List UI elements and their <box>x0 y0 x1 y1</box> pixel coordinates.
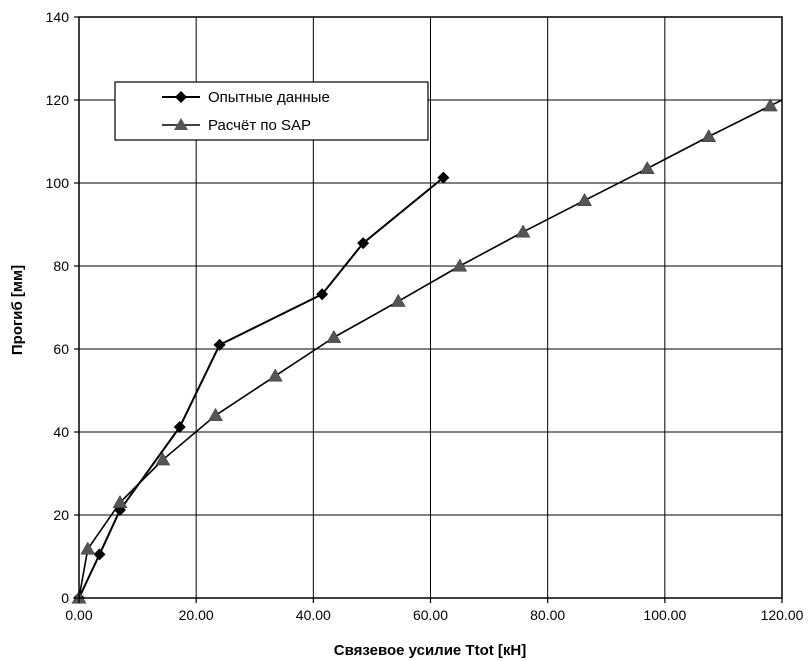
legend: Опытные данные Расчёт по SAP <box>114 81 429 141</box>
x-tick-label-3: 60.00 <box>413 607 448 623</box>
series-1-point-2 <box>112 495 128 509</box>
y-tick-label-7: 140 <box>46 9 70 25</box>
series-0-point-6 <box>357 237 370 250</box>
series-1-point-12 <box>701 129 717 143</box>
series-1-point-5 <box>267 368 283 382</box>
series-1-point-4 <box>208 407 223 421</box>
series-1-point-8 <box>452 258 468 272</box>
y-tick-label-5: 100 <box>46 175 70 191</box>
legend-label-series-0: Опытные данные <box>208 89 330 106</box>
x-axis-title: Связевое усилие Ttot [кН] <box>334 642 527 659</box>
ticks: 0.00 20.00 40.00 60.00 80.00 100.00 120.00 0 20 4… <box>46 9 804 623</box>
y-tick-label-6: 120 <box>46 92 70 108</box>
series-0-point-1 <box>93 548 106 561</box>
legend-label-series-1: Расчёт по SAP <box>208 117 311 134</box>
series-1-point-6 <box>326 329 342 343</box>
series-1-point-11 <box>639 160 655 174</box>
y-tick-label-4: 80 <box>53 258 69 274</box>
x-tick-label-6: 120.00 <box>761 607 804 623</box>
series-1-point-13 <box>762 98 778 112</box>
x-tick-label-0: 0.00 <box>65 607 92 623</box>
series-1-point-10 <box>577 192 593 206</box>
legend-marker-series-0 <box>175 91 187 103</box>
x-tick-label-1: 20.00 <box>179 607 214 623</box>
y-tick-label-0: 0 <box>61 590 69 606</box>
legend-box <box>114 81 429 141</box>
series-0-point-3 <box>173 421 186 434</box>
series-line-0 <box>79 176 445 598</box>
y-tick-label-2: 40 <box>53 424 69 440</box>
y-axis-title: Прогиб [мм] <box>9 265 26 355</box>
y-tick-label-3: 60 <box>53 341 69 357</box>
x-tick-label-4: 80.00 <box>530 607 565 623</box>
series-0-point-4 <box>213 338 226 351</box>
series-1-point-7 <box>390 293 406 307</box>
series-1-point-3 <box>155 452 171 466</box>
legend-marker-series-1 <box>174 118 188 130</box>
series-0-point-5 <box>316 288 329 301</box>
y-tick-label-1: 20 <box>53 507 69 523</box>
series-0-point-7 <box>437 171 450 184</box>
series-1-point-1 <box>80 541 96 555</box>
series-layer <box>71 98 782 604</box>
x-tick-label-5: 100.00 <box>643 607 686 623</box>
x-tick-label-2: 40.00 <box>296 607 331 623</box>
series-1-point-9 <box>515 224 531 238</box>
